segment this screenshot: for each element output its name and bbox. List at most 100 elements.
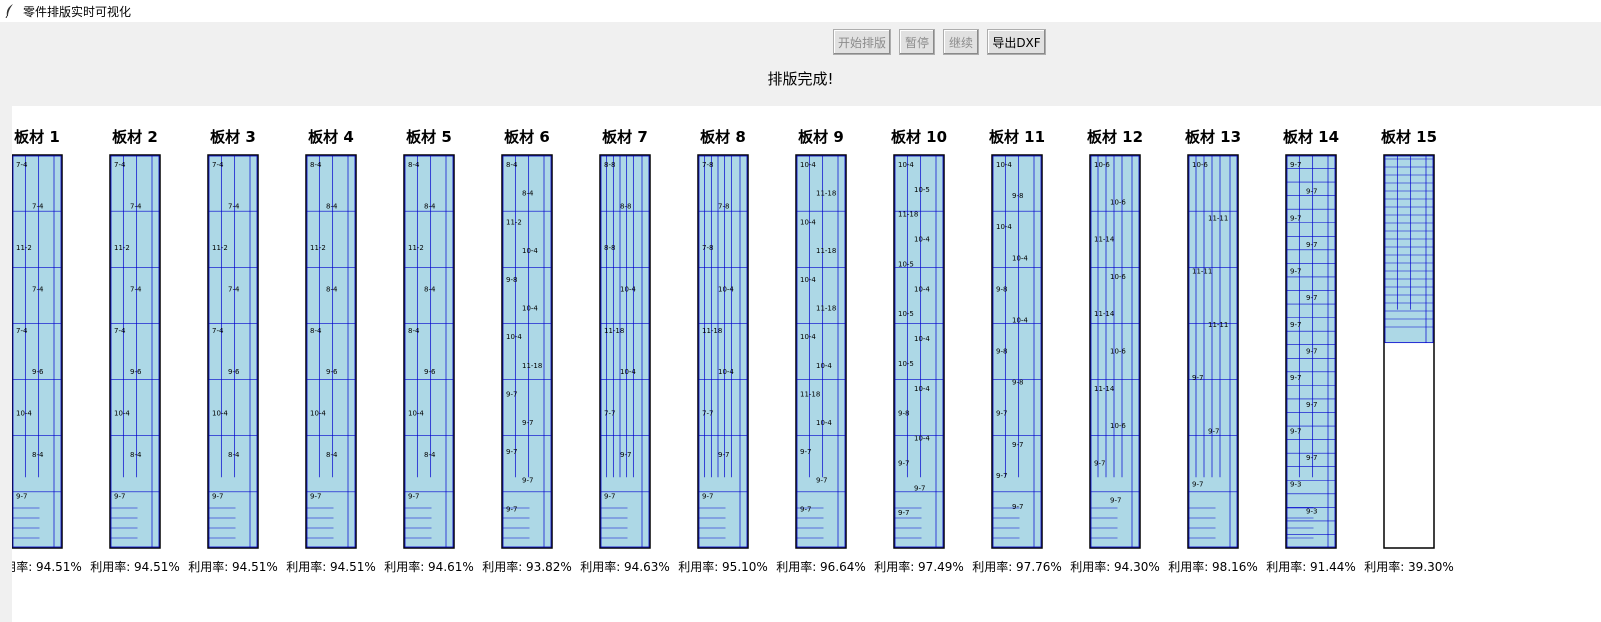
export-dxf-button[interactable]: 导出DXF bbox=[987, 29, 1046, 55]
board-title: 板材 3 bbox=[210, 128, 256, 146]
part-label: 10-6 bbox=[1094, 161, 1110, 169]
part-label: 10-4 bbox=[718, 285, 734, 293]
part-label: 11-14 bbox=[1094, 236, 1115, 244]
part-label: 8-4 bbox=[326, 202, 338, 210]
board-title: 板材 4 bbox=[308, 128, 354, 146]
part-label: 10-4 bbox=[800, 161, 816, 169]
part-label: 7-7 bbox=[604, 410, 615, 418]
part-label: 9-7 bbox=[996, 410, 1007, 418]
pause-button[interactable]: 暂停 bbox=[899, 29, 935, 55]
part-label: 9-6 bbox=[228, 368, 240, 376]
part-label: 9-6 bbox=[130, 368, 142, 376]
part-label: 11-11 bbox=[1192, 268, 1212, 276]
part-label: 10-4 bbox=[506, 333, 522, 341]
part-label: 9-7 bbox=[914, 484, 925, 492]
part-label: 8-4 bbox=[424, 451, 436, 459]
part-label: 9-7 bbox=[1192, 374, 1203, 382]
part-label: 9-7 bbox=[1290, 268, 1301, 276]
part-label: 11-18 bbox=[816, 190, 836, 198]
part-label: 9-6 bbox=[326, 368, 338, 376]
part-label: 8-4 bbox=[32, 451, 44, 459]
part-label: 11-18 bbox=[898, 211, 918, 219]
board-title: 板材 13 bbox=[1185, 128, 1241, 146]
board-title: 板材 6 bbox=[504, 128, 550, 146]
app-feather-icon bbox=[5, 4, 13, 18]
part-label: 9-7 bbox=[800, 505, 811, 513]
part-label: 9-7 bbox=[506, 505, 517, 513]
parts-region bbox=[698, 155, 748, 548]
board-12: 板材 12 10-6 10-6 11-14 10-6 11-14 10-6 11-14 10-6… bbox=[1070, 128, 1160, 574]
part-label: 11-18 bbox=[522, 362, 542, 370]
part-label: 8-4 bbox=[424, 202, 436, 210]
part-label: 10-4 bbox=[800, 218, 816, 226]
part-label: 7-4 bbox=[114, 327, 126, 335]
part-label: 10-4 bbox=[914, 335, 930, 343]
part-label: 8-8 bbox=[604, 244, 615, 252]
part-label: 7-4 bbox=[16, 327, 28, 335]
part-label: 7-4 bbox=[130, 285, 142, 293]
board-15: 板材 15 利用率: 39.30% bbox=[1364, 128, 1454, 574]
utilization-label: 利用率: 91.44% bbox=[1266, 559, 1356, 574]
part-label: 9-8 bbox=[996, 348, 1007, 356]
part-label: 10-4 bbox=[996, 223, 1012, 231]
utilization-label: 利用率: 96.64% bbox=[776, 559, 866, 574]
parts-region bbox=[796, 155, 846, 548]
part-label: 9-7 bbox=[1306, 401, 1317, 409]
part-label: 10-4 bbox=[522, 247, 538, 255]
part-label: 9-7 bbox=[16, 493, 27, 501]
parts-region bbox=[1286, 155, 1336, 548]
part-label: 8-4 bbox=[424, 285, 436, 293]
part-label: 9-7 bbox=[1290, 161, 1301, 169]
board-title: 板材 12 bbox=[1087, 128, 1143, 146]
resume-button[interactable]: 继续 bbox=[943, 29, 979, 55]
part-label: 9-6 bbox=[424, 368, 436, 376]
utilization-label: 利用率: 97.76% bbox=[972, 559, 1062, 574]
part-label: 10-4 bbox=[620, 285, 636, 293]
part-label: 9-7 bbox=[1306, 188, 1317, 196]
part-label: 10-4 bbox=[16, 410, 32, 418]
part-label: 9-3 bbox=[1306, 507, 1317, 515]
utilization-label: 利用率: 95.10% bbox=[678, 559, 768, 574]
part-label: 9-7 bbox=[1012, 441, 1023, 449]
part-label: 11-2 bbox=[16, 244, 32, 252]
part-label: 8-4 bbox=[408, 161, 420, 169]
part-label: 7-4 bbox=[228, 202, 240, 210]
part-label: 10-6 bbox=[1110, 422, 1126, 430]
part-label: 9-8 bbox=[1012, 379, 1023, 387]
part-label: 10-4 bbox=[898, 161, 914, 169]
part-label: 7-4 bbox=[212, 161, 224, 169]
part-label: 10-6 bbox=[1110, 198, 1126, 206]
part-label: 10-5 bbox=[898, 260, 914, 268]
utilization-label: 利用率: 94.51% bbox=[188, 559, 278, 574]
part-label: 9-7 bbox=[604, 493, 615, 501]
board-9: 板材 9 10-4 11-18 10-4 11-18 10-4 11-18 10-4 10-4 1… bbox=[776, 128, 866, 574]
part-label: 8-8 bbox=[620, 202, 631, 210]
part-label: 9-7 bbox=[1306, 294, 1317, 302]
utilization-label: 利用率: 94.61% bbox=[384, 559, 474, 574]
window-title: 零件排版实时可视化 bbox=[23, 4, 132, 19]
layout-canvas[interactable]: 板材 1 7-4 7-4 11-2 7-4 7-4 9-6 10-4 8-4 9-7 利用率: 94… bbox=[12, 106, 1601, 622]
utilization-label: 利用率: 97.49% bbox=[874, 559, 964, 574]
utilization-label: 利用率: 94.51% bbox=[12, 559, 82, 574]
part-label: 10-4 bbox=[914, 435, 930, 443]
part-label: 7-4 bbox=[130, 202, 142, 210]
part-label: 11-11 bbox=[1208, 321, 1228, 329]
part-label: 10-4 bbox=[914, 236, 930, 244]
parts-region bbox=[404, 155, 454, 548]
part-label: 10-4 bbox=[1012, 254, 1028, 262]
utilization-label: 利用率: 39.30% bbox=[1364, 559, 1454, 574]
part-label: 9-8 bbox=[996, 285, 1007, 293]
start-layout-button[interactable]: 开始排版 bbox=[833, 29, 891, 55]
part-label: 11-2 bbox=[114, 244, 130, 252]
part-label: 10-6 bbox=[1110, 348, 1126, 356]
utilization-label: 利用率: 98.16% bbox=[1168, 559, 1258, 574]
part-label: 11-2 bbox=[212, 244, 228, 252]
part-label: 9-7 bbox=[816, 477, 827, 485]
part-label: 9-7 bbox=[1290, 214, 1301, 222]
parts-region bbox=[1188, 155, 1238, 548]
part-label: 8-4 bbox=[522, 190, 534, 198]
part-label: 9-3 bbox=[1290, 481, 1301, 489]
boards-svg: 板材 1 7-4 7-4 11-2 7-4 7-4 9-6 10-4 8-4 9-7 利用率: 94… bbox=[12, 128, 1454, 574]
parts-region bbox=[502, 155, 552, 548]
part-label: 11-18 bbox=[800, 391, 820, 399]
